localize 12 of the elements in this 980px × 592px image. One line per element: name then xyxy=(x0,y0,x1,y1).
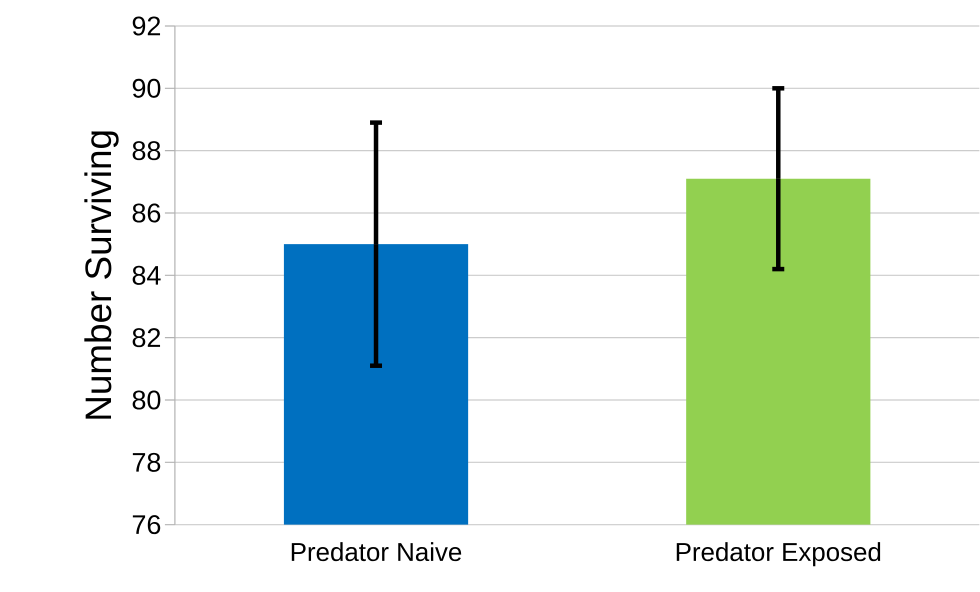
y-axis-title: Number Surviving xyxy=(84,132,119,419)
y-tick-label: 88 xyxy=(132,141,160,160)
y-tick-label: 76 xyxy=(132,515,160,534)
x-tick-label: Predator Naive xyxy=(292,542,462,562)
y-tick-label: 92 xyxy=(132,16,160,36)
y-tick-label: 84 xyxy=(132,266,161,286)
y-tick-label: 80 xyxy=(132,390,160,410)
y-tick-label: 86 xyxy=(132,204,160,223)
y-tick-label: 82 xyxy=(132,328,160,348)
y-tick-label: 90 xyxy=(132,78,160,98)
y-tick-label: 78 xyxy=(132,453,160,472)
x-tick-label: Predator Exposed xyxy=(676,542,880,566)
